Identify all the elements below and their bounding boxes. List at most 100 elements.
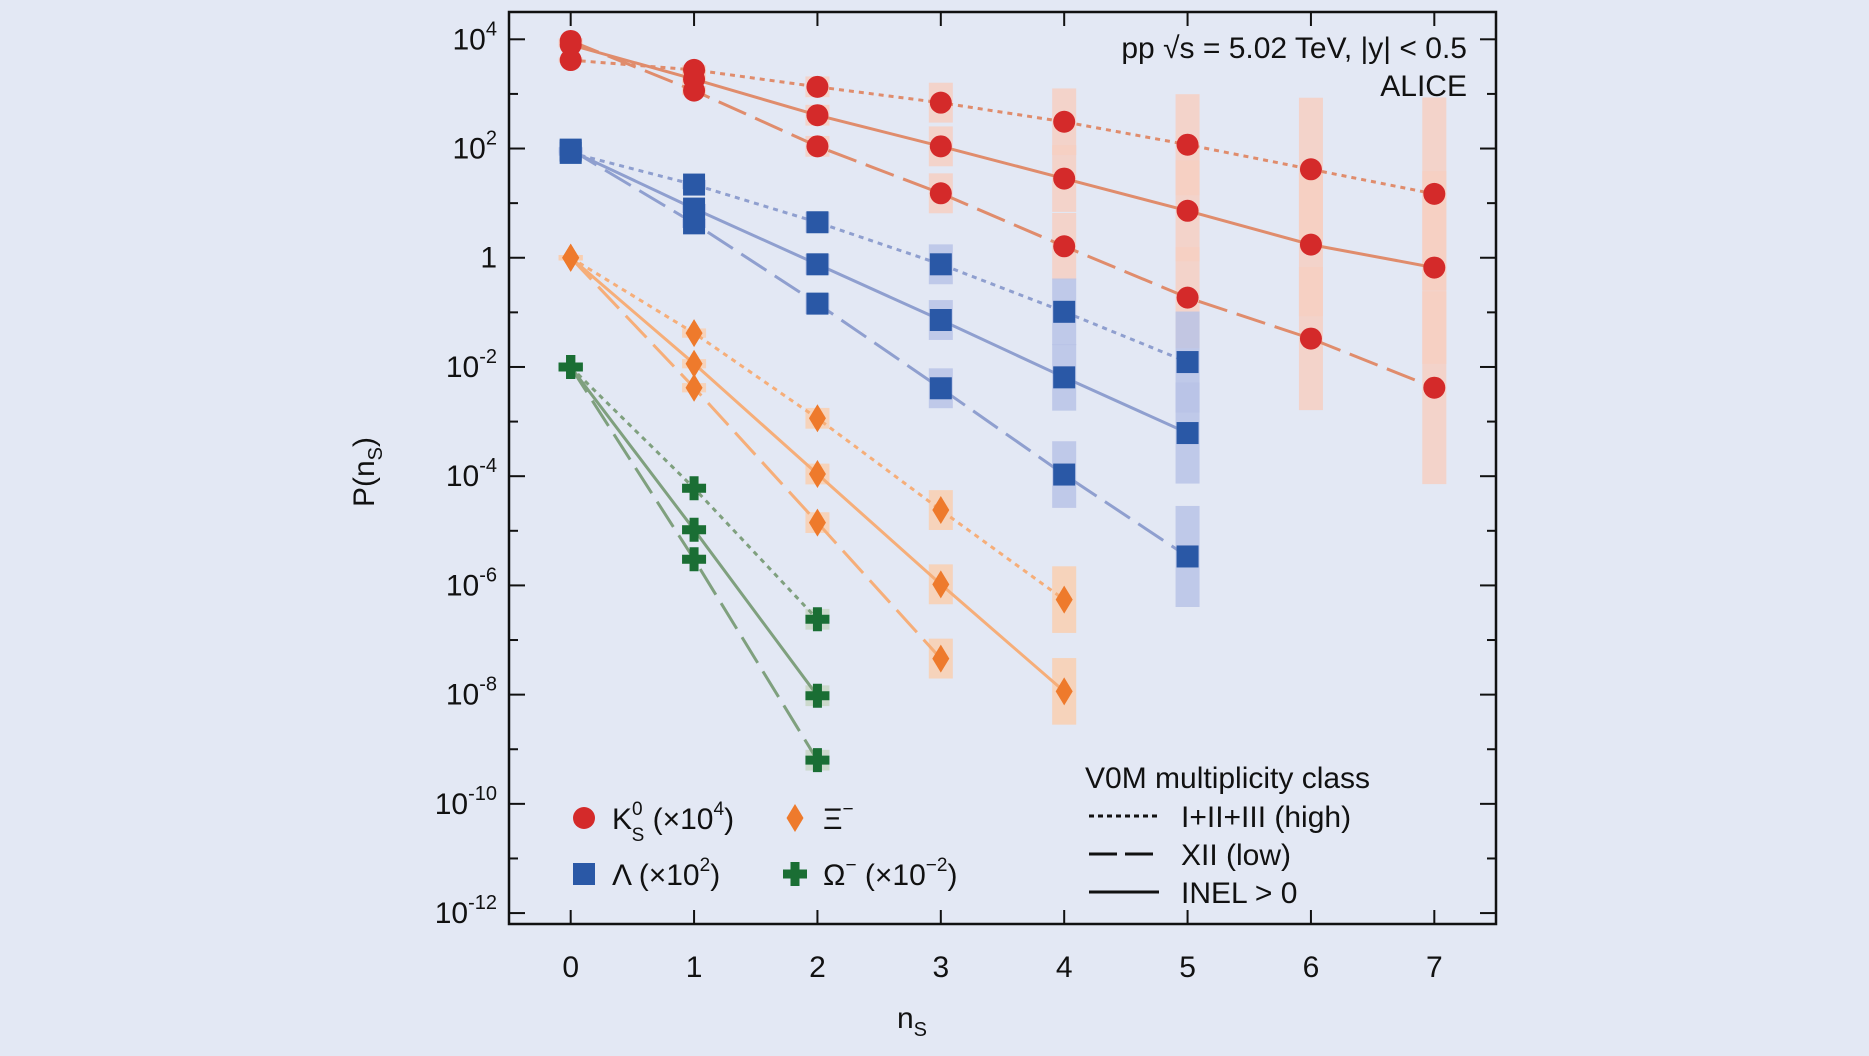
legend-classes: V0M multiplicity class I+II+III (high) XII…	[1085, 762, 1370, 910]
data-point-k0s-inel	[1053, 167, 1076, 190]
y-tick-label: 10-6	[446, 564, 497, 602]
data-point-k0s-low	[1176, 286, 1199, 309]
y-tick-label: 10-12	[435, 892, 497, 930]
data-point-xi--high	[1055, 585, 1073, 614]
data-point-xi--low	[808, 508, 826, 537]
fit-line-k0s-high	[570, 58, 1435, 196]
data-point-k0s-high	[559, 49, 582, 72]
legend-particle-label-1: Ξ−	[823, 799, 854, 836]
data-point-k0s-high	[1053, 110, 1076, 133]
x-tick-label: 0	[562, 951, 579, 984]
y-axis-title-main: P(n	[348, 460, 381, 507]
legend-class-label-inel: INEL > 0	[1181, 877, 1297, 910]
data-point-k0s-low	[1299, 327, 1322, 350]
data-point-xi--inel	[932, 570, 950, 599]
data-point-xi--high	[685, 319, 703, 348]
legend-particle-label-0: K0 S (×104)	[612, 799, 734, 846]
data-point-lambda-low	[1176, 545, 1199, 568]
data-point-k0s-low	[683, 79, 706, 102]
legend-class-label-low: XII (low)	[1181, 839, 1291, 872]
y-axis-title-close: )	[348, 437, 381, 447]
data-point-lambda-high	[1053, 300, 1076, 323]
data-point-omega--inel	[805, 683, 830, 708]
legend-class-label-high: I+II+III (high)	[1181, 801, 1351, 834]
annotation-experiment: ALICE	[1380, 70, 1467, 103]
legend-particles: K0 S (×104) Ξ− Λ (×102) Ω− (×10−2)	[573, 799, 957, 892]
x-tick-label: 5	[1179, 951, 1196, 984]
legend-particle-label-3: Ω− (×10−2)	[823, 855, 957, 892]
data-point-omega--low	[682, 547, 707, 572]
plot-frame	[507, 10, 1498, 926]
data-point-k0s-high	[1423, 182, 1446, 205]
data-point-k0s-inel	[929, 135, 952, 158]
data-point-xi--low	[562, 243, 580, 272]
data-point-omega--low	[805, 748, 830, 773]
data-point-k0s-high	[806, 75, 829, 98]
y-axis-title-sub: S	[365, 447, 387, 460]
x-axis-title-sub: S	[914, 1019, 927, 1041]
annotation-energy: pp √s = 5.02 TeV, |y| < 0.5	[1121, 32, 1467, 65]
fit-line-k0s-inel	[570, 43, 1435, 270]
data-point-k0s-low	[559, 29, 582, 52]
data-point-lambda-low	[1053, 463, 1076, 486]
data-point-lambda-low	[929, 377, 952, 400]
data-point-omega--high	[682, 476, 707, 501]
data-point-k0s-low	[929, 182, 952, 205]
data-point-lambda-high	[683, 173, 706, 196]
x-tick-label: 7	[1426, 951, 1443, 984]
data-point-xi--inel	[685, 349, 703, 378]
y-tick-label: 10-8	[446, 674, 497, 712]
data-point-k0s-low	[1053, 235, 1076, 258]
data-point-lambda-high	[1176, 351, 1199, 374]
data-point-xi--inel	[1055, 677, 1073, 706]
legend-marker-2	[573, 863, 595, 885]
y-tick-label: 1	[480, 242, 497, 275]
y-tick-label: 10-4	[446, 455, 497, 493]
data-point-lambda-low	[806, 292, 829, 315]
data-point-xi--high	[808, 404, 826, 433]
fit-line-xi--low	[569, 256, 942, 660]
legend-marker-3	[783, 862, 807, 886]
data-point-lambda-low	[683, 212, 706, 235]
data-markers-layer	[558, 29, 1446, 773]
data-point-lambda-inel	[1053, 366, 1076, 389]
x-tick-label: 1	[686, 951, 703, 984]
data-point-xi--inel	[808, 460, 826, 489]
legend-marker-1	[786, 804, 804, 832]
legend-classes-title: V0M multiplicity class	[1085, 762, 1370, 795]
y-axis-title: P(nS)	[348, 437, 387, 507]
y-tick-label: 10-10	[435, 783, 497, 821]
x-tick-label: 4	[1056, 951, 1073, 984]
legend-marker-0	[573, 807, 595, 829]
x-tick-label: 6	[1303, 951, 1320, 984]
data-point-k0s-low	[1423, 376, 1446, 399]
data-point-lambda-inel	[929, 309, 952, 332]
data-point-k0s-high	[929, 91, 952, 114]
legend-particle-label-2: Λ (×102)	[612, 855, 720, 892]
fit-line-k0s-low	[570, 39, 1435, 390]
error-bands-layer	[558, 38, 1447, 771]
data-point-xi--low	[685, 373, 703, 402]
data-point-xi--high	[932, 496, 950, 525]
data-point-xi--low	[932, 644, 950, 673]
data-point-omega--low	[558, 354, 583, 379]
x-tick-label: 3	[932, 951, 949, 984]
data-point-k0s-low	[806, 135, 829, 158]
y-tick-label: 10-2	[446, 346, 497, 384]
data-point-k0s-high	[1299, 158, 1322, 181]
fit-line-lambda-low	[569, 148, 1189, 558]
y-tick-label: 104	[453, 18, 498, 56]
x-axis-title-main: n	[897, 1002, 914, 1035]
data-point-k0s-high	[1176, 133, 1199, 156]
y-tick-label: 102	[453, 128, 498, 166]
data-point-lambda-low	[559, 138, 582, 161]
data-point-lambda-high	[929, 253, 952, 276]
data-point-k0s-inel	[1423, 256, 1446, 279]
data-point-lambda-inel	[806, 253, 829, 276]
x-axis-title: nS	[897, 1002, 927, 1041]
fit-line-lambda-high	[570, 151, 1189, 364]
data-point-lambda-inel	[1176, 422, 1199, 445]
data-point-k0s-inel	[806, 104, 829, 127]
